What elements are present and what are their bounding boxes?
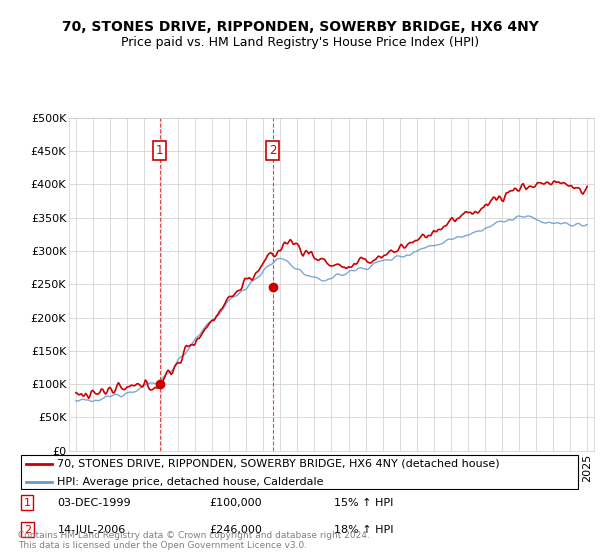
Text: 15% ↑ HPI: 15% ↑ HPI <box>334 498 393 508</box>
Text: 70, STONES DRIVE, RIPPONDEN, SOWERBY BRIDGE, HX6 4NY (detached house): 70, STONES DRIVE, RIPPONDEN, SOWERBY BRI… <box>58 459 500 469</box>
Text: 70, STONES DRIVE, RIPPONDEN, SOWERBY BRIDGE, HX6 4NY: 70, STONES DRIVE, RIPPONDEN, SOWERBY BRI… <box>62 20 538 34</box>
Text: HPI: Average price, detached house, Calderdale: HPI: Average price, detached house, Cald… <box>58 477 324 487</box>
FancyBboxPatch shape <box>21 455 578 488</box>
Text: 14-JUL-2006: 14-JUL-2006 <box>58 525 126 535</box>
Text: 03-DEC-1999: 03-DEC-1999 <box>58 498 131 508</box>
Text: 1: 1 <box>156 144 163 157</box>
Text: £246,000: £246,000 <box>210 525 263 535</box>
Text: £100,000: £100,000 <box>210 498 262 508</box>
Text: 18% ↑ HPI: 18% ↑ HPI <box>334 525 394 535</box>
Text: Price paid vs. HM Land Registry's House Price Index (HPI): Price paid vs. HM Land Registry's House … <box>121 36 479 49</box>
Text: Contains HM Land Registry data © Crown copyright and database right 2024.
This d: Contains HM Land Registry data © Crown c… <box>18 530 370 550</box>
Text: 2: 2 <box>23 525 31 535</box>
Text: 2: 2 <box>269 144 276 157</box>
Text: 1: 1 <box>23 498 31 508</box>
